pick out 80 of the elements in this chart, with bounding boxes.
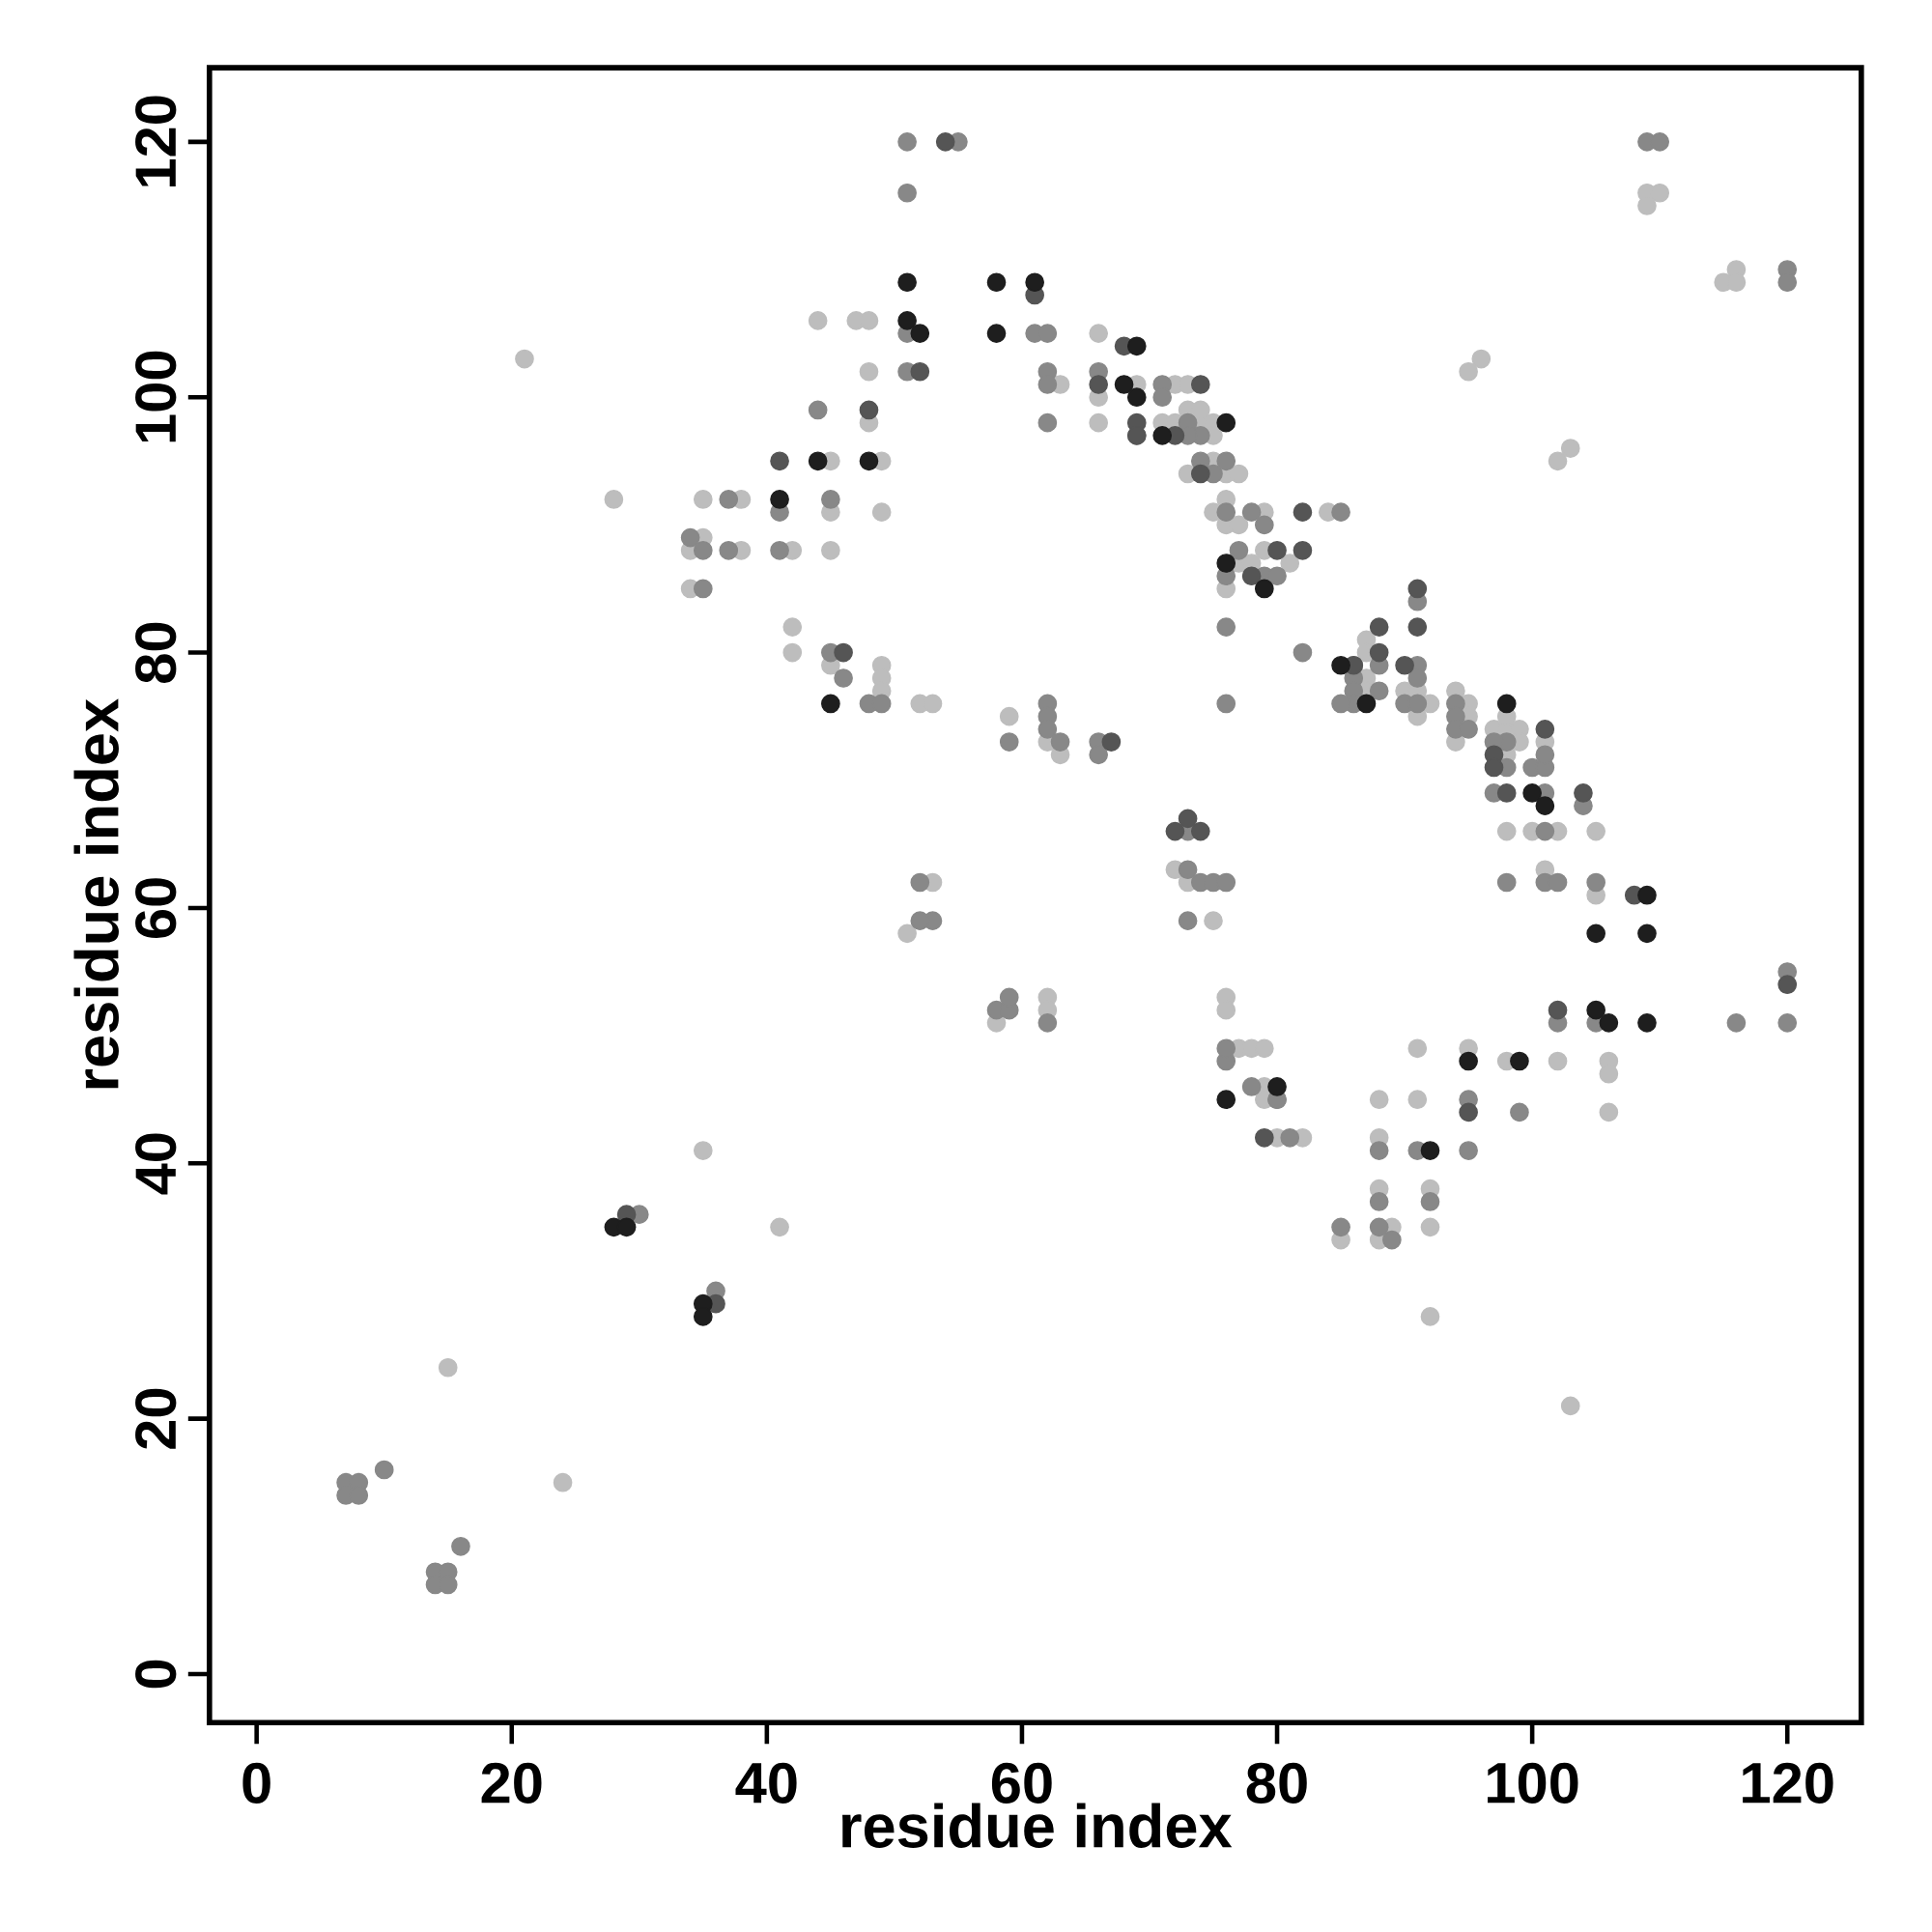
y-tick-label: 0 xyxy=(135,1660,177,1689)
y-tick-label: 80 xyxy=(135,622,177,683)
point xyxy=(1586,923,1605,944)
y-tick-label: 100 xyxy=(135,351,177,442)
point xyxy=(859,400,879,420)
x-tick-label: 120 xyxy=(1743,1762,1833,1804)
y-axis-title: residue index xyxy=(73,698,119,1089)
x-axis-title: residue index xyxy=(842,1803,1233,1848)
point xyxy=(1254,579,1274,599)
point xyxy=(1510,1051,1529,1071)
point xyxy=(1407,579,1428,599)
point xyxy=(897,311,917,330)
point xyxy=(693,1307,713,1326)
point xyxy=(1190,821,1210,841)
point xyxy=(897,272,917,293)
x-tick-label: 80 xyxy=(1246,1762,1307,1804)
point xyxy=(1369,642,1389,663)
point xyxy=(910,324,930,343)
point xyxy=(1395,655,1414,675)
point xyxy=(616,1217,637,1237)
point xyxy=(859,451,879,471)
point xyxy=(1420,1141,1440,1160)
point xyxy=(1165,821,1185,841)
point xyxy=(1548,1000,1568,1020)
point xyxy=(1777,975,1798,995)
point xyxy=(935,132,955,152)
point xyxy=(1637,885,1657,905)
point xyxy=(1496,694,1517,714)
point xyxy=(1496,783,1517,803)
point xyxy=(1190,464,1210,484)
point xyxy=(1574,783,1593,803)
point xyxy=(1459,1102,1478,1122)
point xyxy=(1178,809,1198,829)
point xyxy=(1190,375,1210,394)
point xyxy=(808,451,828,471)
point xyxy=(834,642,853,663)
x-tick-label: 100 xyxy=(1488,1762,1578,1804)
y-tick-label: 20 xyxy=(135,1388,177,1449)
point xyxy=(1126,336,1147,356)
point xyxy=(1216,1090,1236,1110)
y-tick-label: 60 xyxy=(135,878,177,938)
point xyxy=(770,490,789,509)
point xyxy=(1407,617,1428,637)
point xyxy=(821,694,840,714)
x-tick-label: 0 xyxy=(242,1762,270,1804)
point xyxy=(986,324,1007,343)
point xyxy=(1101,732,1122,752)
point xyxy=(1089,375,1109,394)
point xyxy=(1535,796,1555,816)
point xyxy=(986,272,1007,293)
point xyxy=(1369,617,1389,637)
y-tick-label: 40 xyxy=(135,1133,177,1195)
y-tick-label: 120 xyxy=(135,96,177,186)
point xyxy=(770,451,789,471)
point xyxy=(1216,554,1236,573)
point xyxy=(1025,272,1044,293)
point xyxy=(1216,412,1236,433)
point xyxy=(1637,1013,1657,1033)
point xyxy=(1356,694,1377,714)
point xyxy=(1637,923,1657,944)
point xyxy=(1484,757,1504,778)
point xyxy=(1599,1013,1619,1033)
x-tick-label: 40 xyxy=(735,1762,797,1804)
point xyxy=(1293,540,1313,560)
point xyxy=(1586,1000,1605,1020)
point xyxy=(1267,1077,1287,1096)
point xyxy=(1126,387,1147,408)
point xyxy=(910,361,930,382)
point xyxy=(1293,502,1313,522)
point xyxy=(1535,720,1555,739)
x-tick-label: 60 xyxy=(991,1762,1052,1804)
point xyxy=(1114,375,1134,394)
point xyxy=(1331,655,1350,675)
x-tick-label: 20 xyxy=(481,1762,542,1804)
point xyxy=(1241,566,1262,586)
point xyxy=(1459,1051,1478,1071)
point xyxy=(1152,426,1173,445)
point xyxy=(1254,1127,1274,1148)
point xyxy=(1267,540,1287,560)
point xyxy=(1522,783,1542,803)
